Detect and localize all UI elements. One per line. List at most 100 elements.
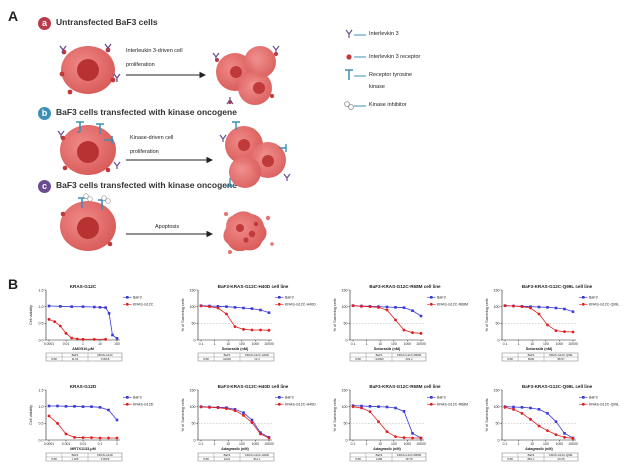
data-point: [563, 432, 566, 435]
y-tick-label: 150: [342, 288, 348, 292]
table-value-cell: IC50: [507, 457, 513, 461]
x-tick-label: 1000: [252, 442, 260, 446]
legend-label: KRAS-G12C-Q99L: [589, 303, 619, 307]
x-tick-label: 100: [391, 342, 397, 346]
legend-label: BaF3: [285, 296, 294, 300]
y-tick-label: 1.5: [39, 288, 44, 292]
data-point: [56, 404, 59, 408]
table-header-cell: BaF3: [224, 353, 231, 357]
data-point: [242, 306, 245, 310]
chart-2: BaF3-KRAS-G12C-H40D cell line 0 50 100 150 0.…: [181, 284, 316, 362]
data-point: [98, 306, 102, 309]
table-value-cell: IC50: [203, 357, 209, 361]
data-point: [411, 331, 414, 335]
data-point: [199, 405, 203, 409]
y-tick-label: 0.5: [39, 422, 44, 426]
data-point: [70, 305, 73, 308]
x-tick-label: 100: [391, 442, 397, 446]
panel-a-illustration: [57, 29, 366, 254]
y-tick-label: 1.0: [39, 305, 44, 309]
data-point: [81, 405, 85, 408]
data-point: [107, 408, 110, 412]
data-point: [216, 406, 220, 410]
data-point: [107, 436, 110, 440]
x-axis-label: MRTX1133,μM: [70, 447, 96, 451]
data-point: [368, 405, 372, 408]
data-point: [216, 305, 220, 308]
y-tick-label: 100: [494, 305, 500, 309]
y-tick-label: 150: [190, 288, 196, 292]
legend-label: BaF3: [285, 396, 294, 400]
data-point: [250, 418, 254, 422]
chart-3: BaF3-KRAS-G12C-R68M cell line 0 50 100 150 0.…: [333, 284, 468, 362]
legend-icons: [344, 29, 366, 110]
data-point: [385, 405, 389, 409]
data-point: [377, 405, 380, 408]
table-value-cell: 23.25: [558, 457, 565, 461]
y-axis-label: % of Surviving cells: [485, 298, 489, 331]
table-value-cell: 881.1: [528, 457, 535, 461]
series-line-2: [504, 305, 574, 333]
data-point: [537, 408, 541, 411]
x-tick-label: 10000: [568, 442, 578, 446]
data-point: [520, 411, 524, 415]
data-point: [503, 405, 507, 409]
chart-8: BaF3-KRAS-G12C-Q99L cell line 0 50 100 150 0.…: [485, 384, 619, 462]
interleukin-3-icon: [59, 43, 121, 82]
row-b-arrow-label-2: proliferation: [130, 149, 159, 155]
data-point: [351, 304, 355, 308]
x-tick-label: 10: [378, 442, 382, 446]
chart-axes: [45, 390, 120, 441]
data-point: [115, 436, 119, 440]
data-point: [233, 409, 237, 413]
row-b-cell: [57, 121, 121, 175]
data-point: [394, 306, 397, 309]
data-point: [64, 331, 68, 335]
y-tick-label: 1.5: [39, 388, 44, 392]
legend-label: KRAS-G12D: [133, 403, 154, 407]
data-point: [529, 306, 532, 310]
data-point: [259, 308, 262, 312]
row-b-proliferating-cells: [219, 121, 291, 188]
y-tick-label: 150: [190, 388, 196, 392]
data-point: [267, 436, 271, 440]
y-tick-label: 50: [496, 422, 500, 426]
row-b-badge: b: [38, 107, 51, 120]
table-value-cell: 1.025: [72, 457, 79, 461]
data-point: [419, 436, 423, 440]
legend-il3-receptor: Interlevkin 3 receptor: [369, 54, 421, 60]
y-tick-label: 0.0: [39, 338, 44, 342]
data-point: [90, 405, 93, 408]
y-tick-label: 150: [342, 388, 348, 392]
series-line-1: [48, 305, 118, 339]
row-b-arrow-label-1: Kinase-driven cell: [130, 135, 174, 141]
table-header-cell: KRAS-G12C-H40D: [245, 453, 269, 457]
data-point: [394, 406, 397, 410]
row-a-title: Untransfected BaF3 cells: [56, 17, 158, 27]
table-value-cell: 10000: [223, 357, 231, 361]
x-tick-label: 1: [82, 342, 84, 346]
table-value-cell: 0.0018: [101, 357, 110, 361]
data-point: [250, 328, 254, 332]
series-line-1: [49, 405, 118, 421]
y-tick-label: 50: [344, 322, 348, 326]
data-point: [225, 407, 228, 411]
legend-label: KRAS-G12C-R68M: [437, 403, 468, 407]
data-point: [503, 304, 507, 308]
data-point: [554, 329, 558, 333]
x-tick-label: 0.1: [503, 442, 508, 446]
x-tick-label: 10: [530, 442, 534, 446]
chart-axes: [197, 290, 272, 341]
y-axis-label: % of Surviving cells: [181, 298, 185, 331]
data-point: [250, 307, 254, 310]
data-point: [563, 307, 566, 311]
table-header-cell: KRAS-G12C-R68M: [397, 353, 422, 357]
x-tick-label: 10: [226, 442, 230, 446]
table-value-cell: 11.61: [72, 357, 79, 361]
legend-label: KRAS-G12C-H40D: [285, 303, 316, 307]
y-tick-label: 0: [194, 338, 196, 342]
data-point: [377, 305, 380, 309]
x-tick-label: 100: [239, 342, 245, 346]
y-tick-label: 0: [346, 338, 348, 342]
data-point: [56, 421, 59, 425]
